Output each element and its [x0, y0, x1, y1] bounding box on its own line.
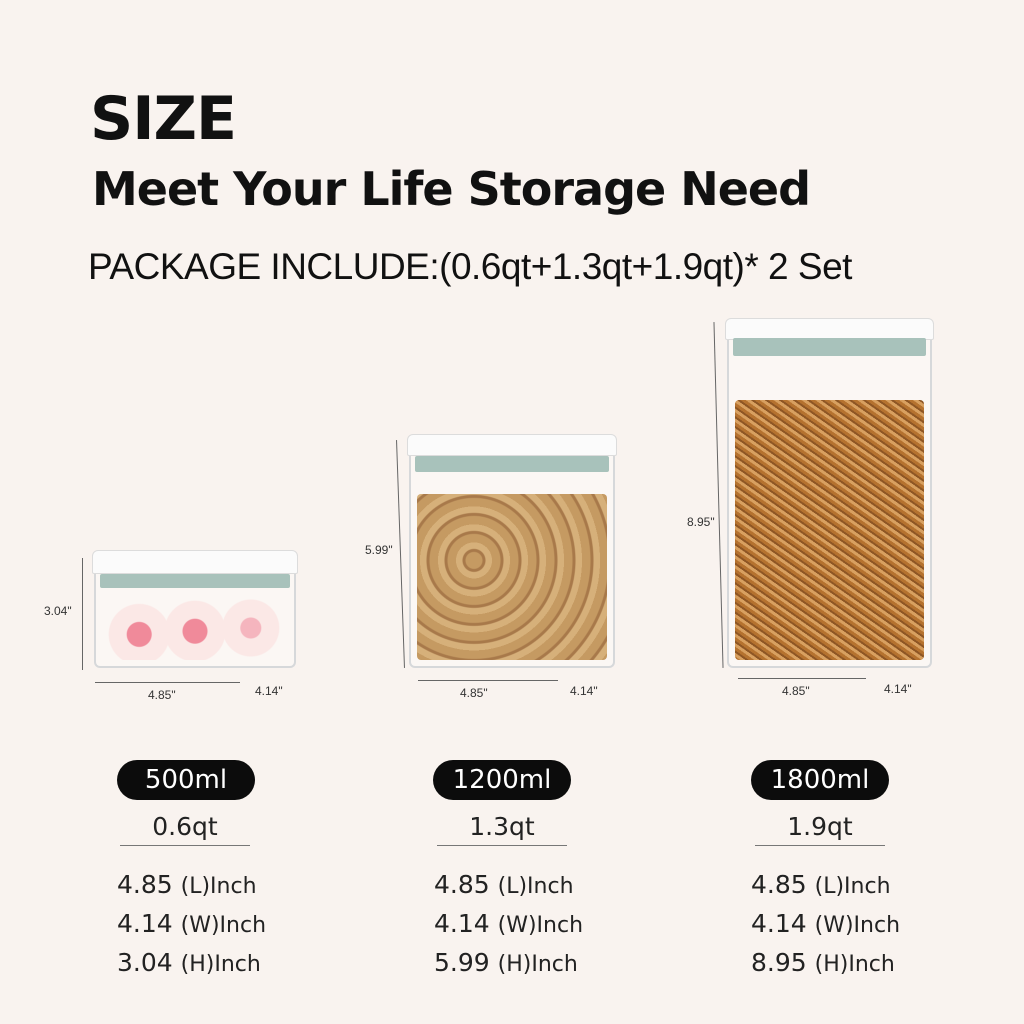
width-label: 4.14" — [255, 684, 283, 698]
spec-list: 4.85 (L)Inch 4.14 (W)Inch 5.99 (H)Inch — [434, 866, 583, 983]
spec-length: 4.85 (L)Inch — [117, 870, 257, 899]
width-label: 4.14" — [884, 682, 912, 696]
spec-height: 5.99 (H)Inch — [434, 948, 578, 977]
subtitle: Meet Your Life Storage Need — [92, 162, 811, 216]
quart-label: 1.3qt — [437, 812, 567, 846]
length-label: 4.85" — [782, 684, 810, 698]
spec-list: 4.85 (L)Inch 4.14 (W)Inch 8.95 (H)Inch — [751, 866, 900, 983]
length-label: 4.85" — [460, 686, 488, 700]
length-label: 4.85" — [148, 688, 176, 702]
height-label: 8.95" — [687, 515, 715, 529]
spec-height: 8.95 (H)Inch — [751, 948, 895, 977]
width-label: 4.14" — [570, 684, 598, 698]
volume-badge: 500ml — [117, 760, 255, 800]
spec-length: 4.85 (L)Inch — [434, 870, 574, 899]
container-small-image — [92, 550, 298, 668]
volume-badge: 1200ml — [433, 760, 571, 800]
spec-width: 4.14 (W)Inch — [751, 909, 901, 938]
package-info: PACKAGE INCLUDE:(0.6qt+1.3qt+1.9qt)* 2 S… — [88, 246, 852, 287]
spec-width: 4.14 (W)Inch — [117, 909, 267, 938]
page-title: SIZE — [90, 84, 237, 154]
spec-width: 4.14 (W)Inch — [434, 909, 584, 938]
spec-list: 4.85 (L)Inch 4.14 (W)Inch 3.04 (H)Inch — [117, 866, 266, 983]
height-label: 3.04" — [44, 604, 72, 618]
container-large-image — [725, 318, 934, 668]
quart-label: 0.6qt — [120, 812, 250, 846]
container-medium-image — [407, 434, 617, 668]
spec-height: 3.04 (H)Inch — [117, 948, 261, 977]
volume-badge: 1800ml — [751, 760, 889, 800]
height-label: 5.99" — [365, 543, 393, 557]
spec-length: 4.85 (L)Inch — [751, 870, 891, 899]
quart-label: 1.9qt — [755, 812, 885, 846]
